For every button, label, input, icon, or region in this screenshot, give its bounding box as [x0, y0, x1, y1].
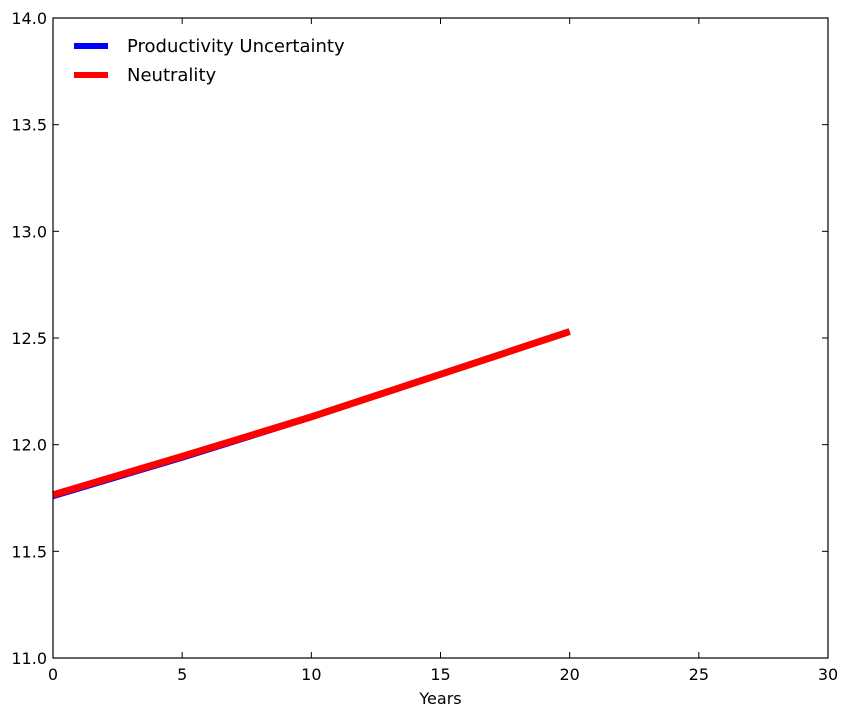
- y-tick-label: 13.5: [11, 116, 47, 135]
- series-layer: [52, 328, 571, 500]
- y-tick-label: 11.5: [11, 542, 47, 561]
- legend: Productivity Uncertainty Neutrality: [74, 36, 345, 86]
- x-tick-label: 15: [430, 665, 450, 684]
- ticks-layer: 0 5 10 15 20 25 30 11.0 11.5 12.0 12.5 13.0 13.5 14.0: [11, 9, 838, 684]
- legend-label: Neutrality: [127, 65, 216, 86]
- y-tick-label: 11.0: [11, 649, 47, 668]
- x-tick-label: 20: [559, 665, 579, 684]
- y-tick-label: 12.0: [11, 436, 47, 455]
- x-tick-label: 5: [177, 665, 187, 684]
- x-tick-label: 30: [818, 665, 838, 684]
- x-tick-label: 10: [301, 665, 321, 684]
- x-axis-label: Years: [418, 689, 461, 708]
- y-tick-label: 14.0: [11, 9, 47, 28]
- x-tick-label: 25: [689, 665, 709, 684]
- series-line-neutrality: [52, 328, 571, 499]
- x-tick-label: 0: [48, 665, 58, 684]
- y-tick-label: 13.0: [11, 222, 47, 241]
- y-tick-label: 12.5: [11, 329, 47, 348]
- legend-label: Productivity Uncertainty: [127, 36, 345, 57]
